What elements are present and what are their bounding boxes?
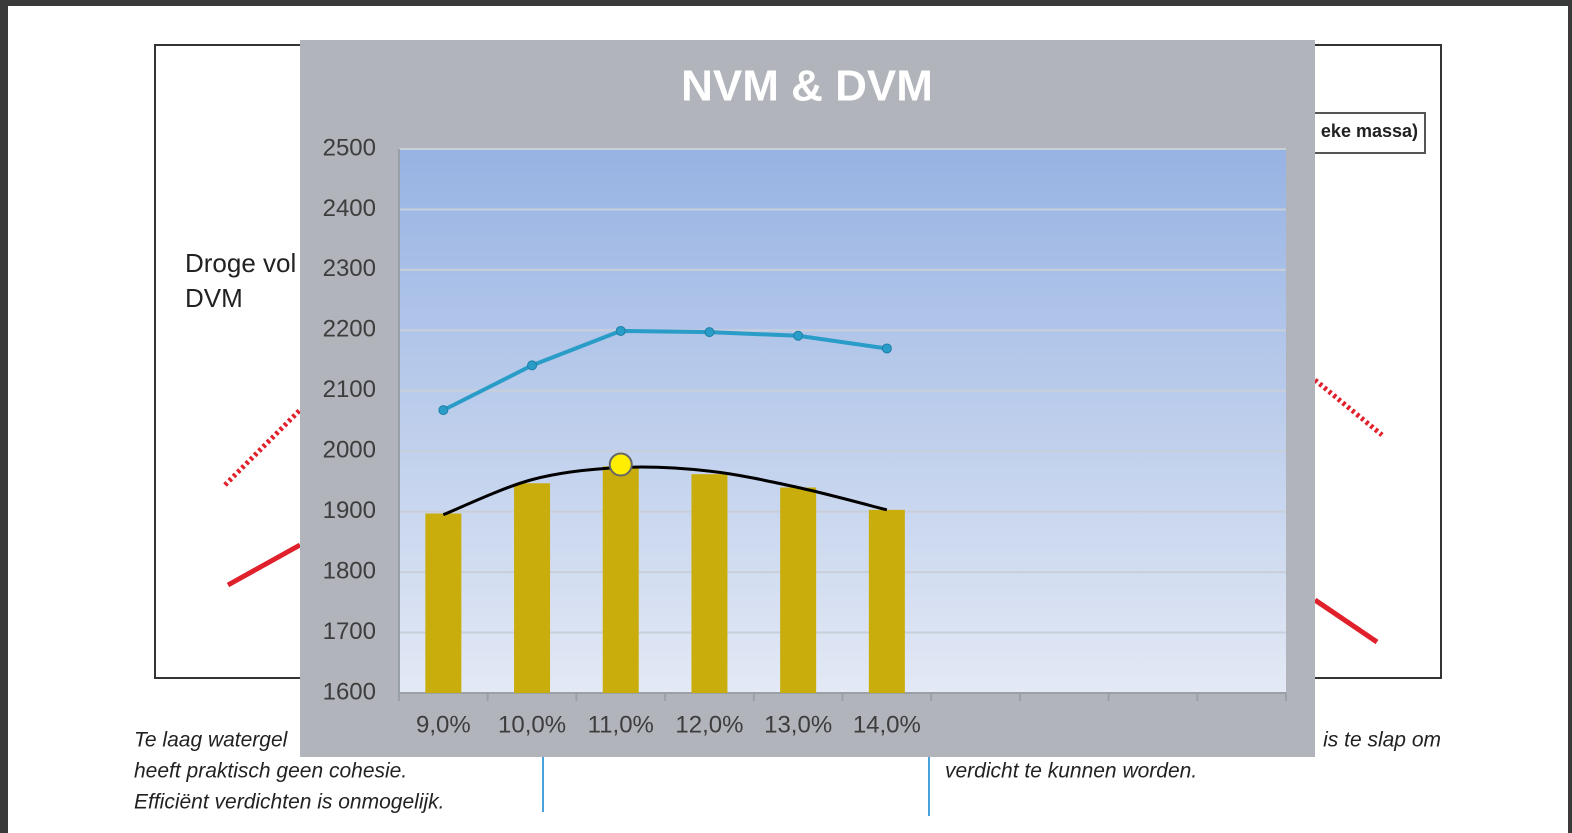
bar <box>514 483 551 693</box>
bar <box>780 487 817 693</box>
y-tick-label: 1900 <box>323 497 376 524</box>
line-point <box>615 325 626 336</box>
doc-label: DVM <box>185 283 243 313</box>
chart: 1600 1700 1800 1900 2000 2100 2200 2300 2400 2500… <box>323 134 1287 738</box>
doc-caption: is te slap om <box>1323 729 1441 752</box>
x-tick-label: 10,0% <box>498 711 566 738</box>
bar <box>425 513 462 693</box>
bar <box>868 509 905 693</box>
y-tick-label: 2500 <box>323 134 376 161</box>
bar <box>602 466 639 693</box>
doc-caption: heeft praktisch geen cohesie. <box>134 760 407 783</box>
y-tick-label: 1700 <box>323 618 376 645</box>
doc-curve <box>226 542 302 588</box>
line-point <box>704 327 715 338</box>
doc-legend-box <box>1299 112 1426 154</box>
y-tick-label: 1600 <box>323 678 376 705</box>
doc-caption: Efficiënt verdichten is onmogelijk. <box>134 791 444 814</box>
x-tick-label: 14,0% <box>853 711 921 738</box>
y-tick-label: 2100 <box>323 376 376 403</box>
x-tick-label: 12,0% <box>675 711 743 738</box>
trend-line <box>442 465 888 517</box>
line-point <box>527 360 538 371</box>
doc-caption: verdicht te kunnen worden. <box>945 760 1197 783</box>
y-tick-label: 1800 <box>323 557 376 584</box>
line-point <box>438 405 449 416</box>
bar <box>691 474 728 693</box>
doc-caption: Te laag watergel <box>134 729 289 752</box>
x-tick-label: 9,0% <box>416 711 471 738</box>
line-point <box>793 330 804 341</box>
line-point <box>881 343 892 354</box>
x-tick-label: 11,0% <box>588 711 654 738</box>
y-tick-label: 2400 <box>323 195 376 222</box>
highlight-marker <box>608 452 633 477</box>
chart-title: NVM & DVM <box>681 62 933 111</box>
doc-label: Droge vol <box>185 248 296 278</box>
y-tick-label: 2300 <box>323 255 376 282</box>
doc-curve <box>1313 378 1384 437</box>
x-tick-label: 13,0% <box>764 711 832 738</box>
y-tick-label: 2200 <box>323 316 376 343</box>
doc-legend-text: eke massa) <box>1321 121 1418 141</box>
y-tick-label: 2000 <box>323 437 376 464</box>
doc-curve <box>1313 597 1379 645</box>
line <box>442 328 888 412</box>
